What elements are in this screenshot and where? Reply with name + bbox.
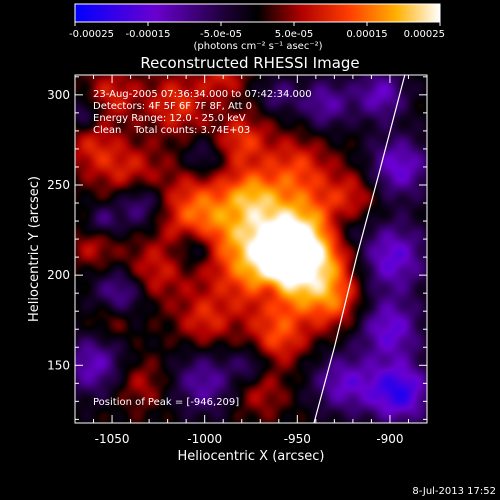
x-tick-label: -900 <box>376 432 403 446</box>
colorbar-tick-label: -5.0e-05 <box>200 29 242 40</box>
y-tick-label: 250 <box>47 178 70 192</box>
info-detectors: Detectors: 4F 5F 6F 7F 8F, Att 0 <box>93 101 252 112</box>
y-tick-label: 150 <box>47 358 70 372</box>
info-energy-range: Energy Range: 12.0 - 25.0 keV <box>93 113 246 124</box>
y-tick-label: 300 <box>47 88 70 102</box>
colorbar-tick-label: -0.00015 <box>126 29 171 40</box>
y-tick-label: 200 <box>47 268 70 282</box>
y-axis-label: Heliocentric Y (arcsec) <box>27 176 42 322</box>
colorbar-tick-label: 0.00025 <box>404 29 445 40</box>
x-axis-ticks: -1050 -1000 -950 -900 <box>74 75 428 446</box>
colorbar-tick-label: 0.00015 <box>346 29 387 40</box>
colorbar-units: (photons cm⁻² s⁻¹ asec⁻²) <box>193 41 322 52</box>
colorbar <box>74 3 441 23</box>
chart-title: Reconstructed RHESSI Image <box>140 54 359 72</box>
x-tick-label: -1000 <box>187 432 222 446</box>
peak-position-label: Position of Peak = [-946,209] <box>93 397 239 408</box>
solar-limb-line <box>313 75 406 423</box>
x-tick-label: -950 <box>284 432 311 446</box>
colorbar-tick-label: 5.0e-05 <box>275 29 313 40</box>
timestamp: 8-Jul-2013 17:52 <box>412 486 496 497</box>
x-tick-label: -1050 <box>95 432 130 446</box>
info-time-range: 23-Aug-2005 07:36:34.000 to 07:42:34.000 <box>93 89 312 100</box>
x-axis-label: Heliocentric X (arcsec) <box>178 449 325 464</box>
heatmap-image <box>75 75 427 423</box>
plot-frame <box>74 74 428 424</box>
info-clean-counts: Clean Total counts: 3.74E+03 <box>93 125 250 136</box>
y-axis-ticks: 150 200 250 300 <box>47 76 427 420</box>
colorbar-tick-label: -0.00025 <box>69 29 114 40</box>
colorbar-ticks: -0.00025 -0.00015 -5.0e-05 5.0e-05 0.00015 0.… <box>69 22 445 40</box>
